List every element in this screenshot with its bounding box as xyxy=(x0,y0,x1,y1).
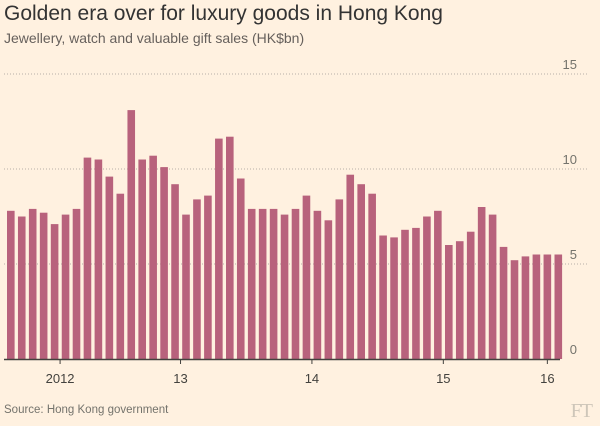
bar xyxy=(488,214,497,359)
bar xyxy=(390,237,398,359)
bar xyxy=(171,184,179,359)
bar xyxy=(477,207,486,359)
bar xyxy=(412,227,420,359)
x-tick-label: 13 xyxy=(173,371,187,386)
bar xyxy=(466,231,475,359)
x-tick-label: 2012 xyxy=(46,371,75,386)
chart-subtitle: Jewellery, watch and valuable gift sales… xyxy=(4,30,305,46)
bar xyxy=(532,254,541,359)
bar xyxy=(182,214,190,359)
bar xyxy=(61,214,70,359)
bar xyxy=(269,208,278,359)
x-tick-label: 16 xyxy=(540,371,554,386)
bar xyxy=(160,167,168,359)
bar xyxy=(379,235,387,359)
bar xyxy=(226,136,234,359)
bar xyxy=(193,199,201,359)
bar xyxy=(116,193,125,359)
bar xyxy=(28,208,37,359)
bar xyxy=(423,216,431,359)
bar xyxy=(401,229,409,359)
bar xyxy=(105,176,114,359)
bar xyxy=(7,210,15,359)
bars xyxy=(7,110,563,359)
bar xyxy=(83,157,92,359)
bar xyxy=(236,178,245,359)
bar xyxy=(554,254,563,359)
bar xyxy=(302,195,311,359)
bar xyxy=(138,159,146,359)
bar xyxy=(247,208,256,359)
bar xyxy=(324,220,333,359)
bar xyxy=(346,174,355,359)
bar xyxy=(258,208,267,359)
bar xyxy=(313,210,322,359)
y-tick-label: 0 xyxy=(570,342,577,357)
bar xyxy=(434,210,442,359)
bar xyxy=(72,208,81,359)
x-tick-labels: 2012 13 14 15 16 xyxy=(46,359,555,386)
bar xyxy=(368,193,376,359)
bar xyxy=(39,212,48,359)
bar xyxy=(335,199,344,359)
bar xyxy=(204,195,212,359)
source-note: Source: Hong Kong government xyxy=(4,404,169,416)
ft-logo: FT xyxy=(570,400,593,422)
bar xyxy=(455,241,464,359)
bar xyxy=(291,208,300,359)
bar xyxy=(50,224,59,359)
bar xyxy=(499,246,508,359)
bar xyxy=(17,216,26,359)
x-tick-label: 14 xyxy=(305,371,319,386)
bar xyxy=(149,155,157,359)
bar xyxy=(215,138,223,359)
y-tick-label: 10 xyxy=(563,152,577,167)
bar xyxy=(280,214,289,359)
bar xyxy=(510,260,519,359)
bar xyxy=(521,256,530,359)
y-tick-label: 15 xyxy=(563,57,577,72)
y-tick-label: 5 xyxy=(570,247,577,262)
chart-title: Golden era over for luxury goods in Hong… xyxy=(4,2,443,25)
bar xyxy=(357,184,365,359)
bar xyxy=(445,245,453,359)
bar xyxy=(94,159,103,359)
x-tick-label: 15 xyxy=(436,371,450,386)
y-tick-labels: 0 5 10 15 xyxy=(563,57,577,357)
bar xyxy=(543,254,552,359)
bar xyxy=(127,110,136,359)
